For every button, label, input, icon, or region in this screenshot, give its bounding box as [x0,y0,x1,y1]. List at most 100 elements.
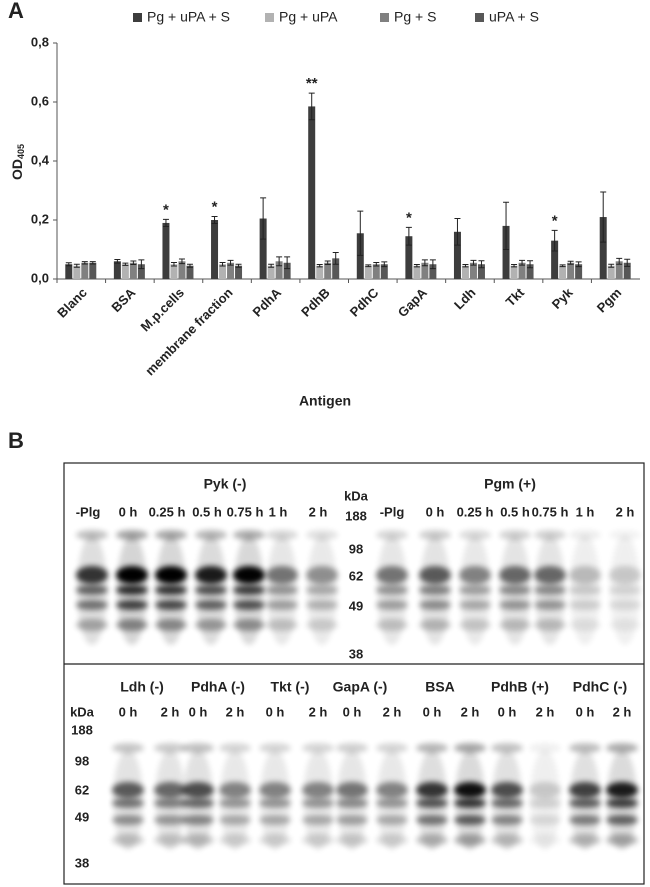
bar [170,264,178,279]
blot-band [154,815,186,825]
bar [364,265,372,279]
blot-band [336,743,368,753]
blot-title: GapA (-) [333,679,388,695]
blot-band [266,566,298,584]
blot-band [182,815,214,825]
x-tick-label: Pgm [594,285,625,316]
error-bar [478,260,485,269]
blot-band [416,743,448,753]
error-bar [421,259,428,267]
blot-band [534,585,566,595]
blot-band [233,600,265,610]
lane-label: 2 h [226,704,245,719]
blot-title: Tkt (-) [271,679,310,695]
error-bar [186,263,193,268]
error-bar [551,229,558,252]
bar [316,265,324,279]
error-bar [268,263,275,268]
error-bar [357,210,364,256]
lane-label: -Plg [76,504,101,519]
significance-marker: ** [306,75,318,92]
lane-label: 0 h [576,704,595,719]
x-tick-label: Tkt [503,284,528,309]
blot-band [233,619,265,631]
blot-band [306,585,338,595]
error-bar [462,264,469,268]
marker-label: 38 [75,855,89,870]
error-bar [130,260,137,266]
blot-band [376,798,408,808]
blot-band [306,619,338,631]
significance-marker: * [163,201,169,218]
bar [324,262,332,279]
blot-band [219,815,251,825]
legend-swatch [133,13,142,22]
bar [453,231,461,279]
blot-band [499,566,531,584]
bar [526,264,534,279]
lane-label: 0.5 h [500,504,530,519]
blot-band [302,743,334,753]
error-bar [575,261,582,268]
blot-band [195,585,227,595]
blot-band [195,566,227,584]
blot-band [416,798,448,808]
legend-swatch [265,13,274,22]
blot-band [219,834,251,846]
error-bar [470,259,477,266]
marker-label: 49 [75,809,89,824]
x-tick-label: PdhB [298,285,333,320]
bar [178,261,186,279]
error-bar [332,251,339,265]
blot-title: Ldh (-) [120,679,164,695]
blot-band [459,566,491,584]
blot-band [336,834,368,846]
lane-label: 0.75 h [532,504,569,519]
blot-band [499,585,531,595]
blot-band [499,619,531,631]
blot-band [233,585,265,595]
blot-band [459,585,491,595]
lane-label: 2 h [616,504,635,519]
blot-band [534,566,566,584]
error-bar [162,218,169,227]
bar [259,218,267,279]
lane-label: 2 h [161,704,180,719]
bar [308,106,316,279]
error-bar [211,215,218,225]
bar [356,233,364,279]
blot-band [259,815,291,825]
blot-band [154,743,186,753]
blot-band [416,782,448,798]
blot-band [155,619,187,631]
blot-band [534,619,566,631]
blot-band [155,600,187,610]
marker-unit: kDa [70,704,95,719]
bar [129,262,137,279]
legend-label: Pg + S [394,9,436,25]
blot-band [376,619,408,631]
blot-band [112,743,144,753]
lane-label: 2 h [613,704,632,719]
blot-band [454,743,486,753]
bar [121,264,129,279]
bar [413,265,421,279]
bar [477,264,485,279]
blot-band [606,798,638,808]
bar [235,265,243,279]
bar [461,265,469,279]
y-tick-label: 0,6 [31,93,49,108]
blot-band [419,530,451,540]
blot-band [609,566,641,584]
lane-label: 2 h [383,704,402,719]
error-bar [284,256,291,270]
blot-band [195,619,227,631]
error-bar [454,218,461,246]
lane-label: 0.75 h [227,504,264,519]
blot-band [182,782,214,798]
bar [186,265,194,279]
blot-band [534,600,566,610]
x-tick-label: Ldh [451,285,478,312]
blot-band [419,585,451,595]
blot-band [336,782,368,798]
